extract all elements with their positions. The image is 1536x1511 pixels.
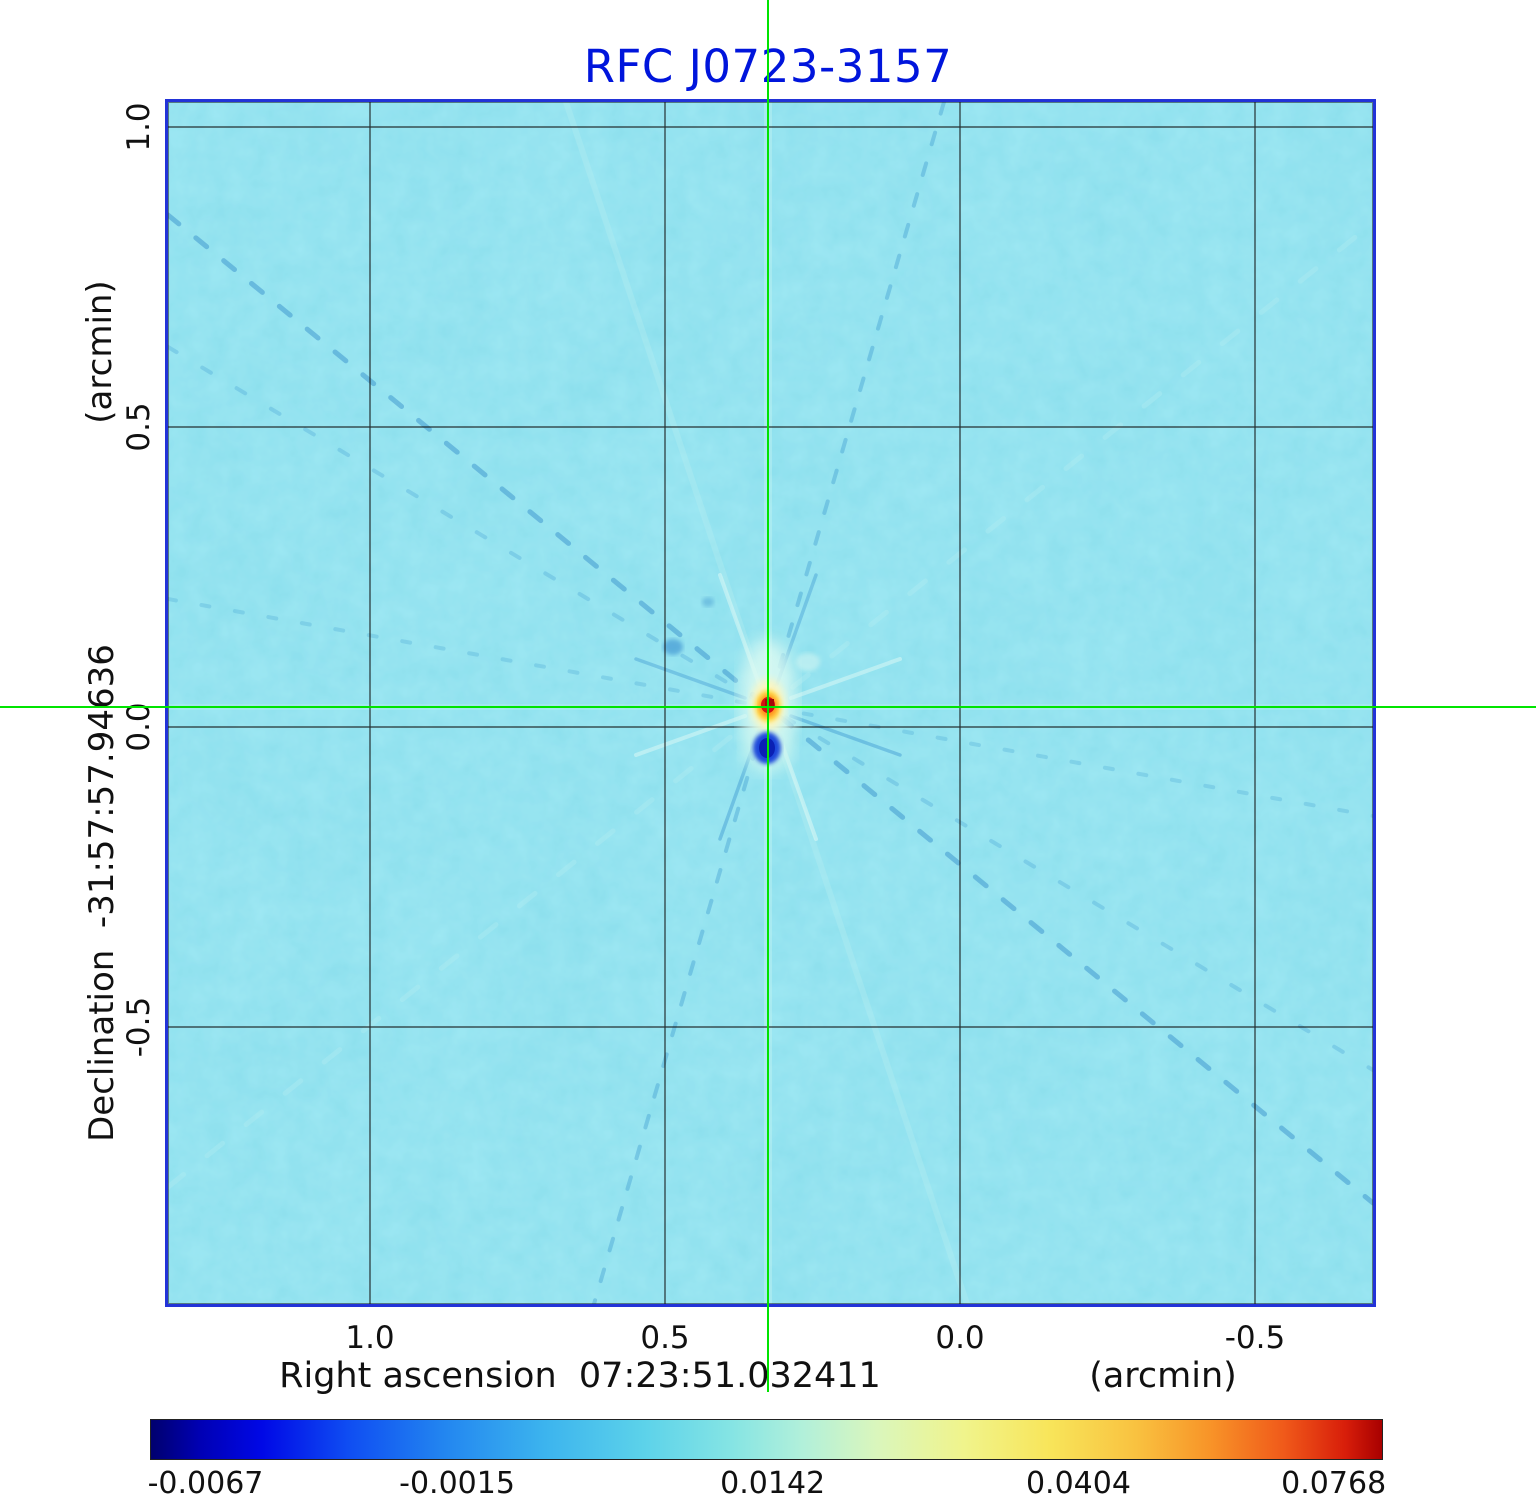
colorbar-gradient (150, 1419, 1383, 1460)
colorbar-tick-label: -0.0067 (147, 1466, 264, 1501)
colorbar-tick-label: -0.0015 (399, 1466, 515, 1501)
x-tick-label: 0.0 (935, 1320, 985, 1356)
x-tick-label: 1.0 (345, 1320, 395, 1356)
y-tick-label: -0.5 (121, 996, 157, 1058)
y-axis-unit-label: (arcmin) (80, 280, 120, 424)
x-axis-label: Right ascension 07:23:51.032411 (279, 1356, 881, 1396)
noise-artifact-blobs (663, 597, 820, 671)
crosshair-horizontal-line (0, 706, 1536, 708)
y-tick-label: 0.5 (121, 402, 157, 452)
y-axis-label: Declination -31:57:57.94636 (82, 644, 122, 1142)
y-tick-label: 0.0 (121, 702, 157, 752)
radio-map-image (168, 102, 1373, 1304)
peak-pixel (765, 699, 774, 708)
crosshair-vertical-line (767, 0, 769, 1392)
colorbar-tick-label: 0.0142 (720, 1466, 826, 1501)
colorbar-tick-label: 0.0768 (1281, 1466, 1387, 1501)
axes-frame (168, 102, 1373, 1304)
x-tick-label: -0.5 (1224, 1320, 1286, 1356)
y-tick-label: 1.0 (121, 102, 157, 152)
colorbar-tick-row: -0.0067 -0.0015 0.0142 0.0404 0.0768 (147, 1466, 1387, 1504)
radio-map-panel (165, 99, 1376, 1307)
colorbar-tick-label: 0.0404 (1025, 1466, 1131, 1501)
x-tick-label: 0.5 (640, 1320, 690, 1356)
x-axis-unit-label: (arcmin) (1089, 1356, 1237, 1396)
